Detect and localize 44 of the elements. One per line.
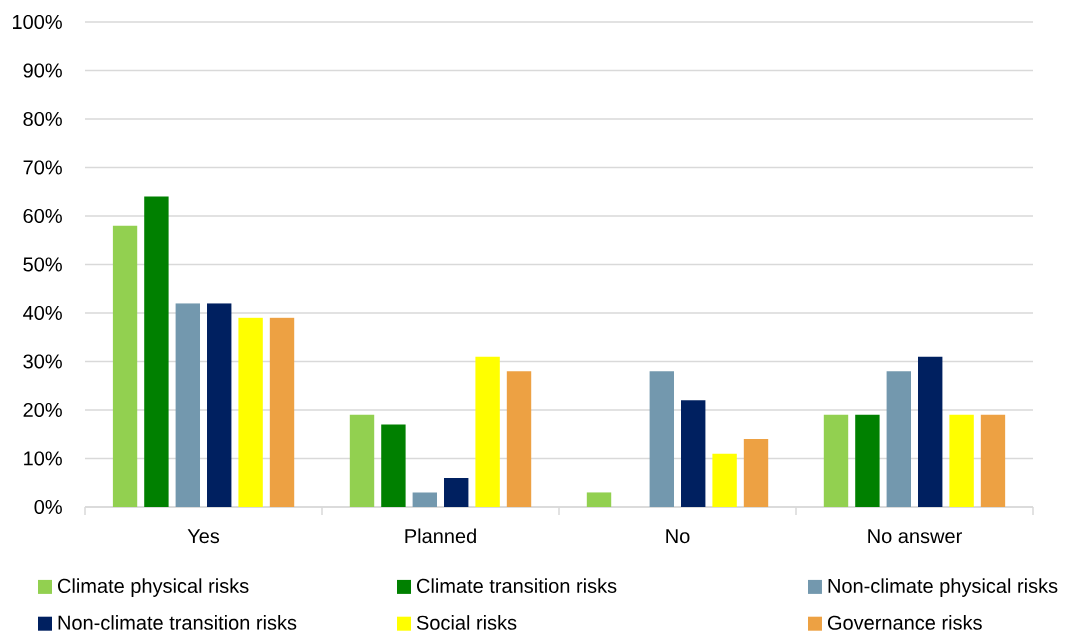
x-tick-label: No [666,529,690,544]
legend-label: Governance risks [827,615,982,630]
y-tick-label: 0% [34,499,62,515]
bar [207,303,232,507]
y-tick-label: 40% [23,305,62,321]
y-tick-label: 10% [24,451,62,466]
bar [823,414,849,507]
bar [918,356,943,507]
y-tick-label: 90% [23,63,62,78]
legend-label: Climate transition risks [416,578,617,593]
bar [743,439,769,507]
bar [712,453,737,507]
y-tick-label: 30% [23,354,62,369]
y-tick-label: 100% [13,14,62,30]
bar [649,371,674,507]
bar [238,317,263,507]
legend-label: Social risks [416,615,517,630]
bar [586,492,612,507]
x-tick-label: Yes [187,529,220,544]
bar [681,400,706,507]
bar [886,371,911,507]
y-tick-label: 20% [23,402,62,418]
bar [506,371,532,507]
x-tick-label: Planned [405,528,476,544]
y-tick-label: 80% [23,111,62,127]
bar [855,414,880,507]
y-tick-label: 70% [23,160,62,175]
x-tick-label: No answer [868,529,962,544]
bar [112,225,138,507]
bar [949,414,974,507]
bar [269,317,295,507]
bar [475,356,500,507]
bar [381,424,406,507]
bar [175,303,201,507]
bar [144,196,169,507]
bar [444,477,469,507]
y-tick-label: 50% [23,257,62,272]
y-tick-label: 60% [23,208,62,224]
legend-label: Non-climate physical risks [828,578,1058,597]
bar [349,414,375,507]
legend-label: Climate physical risks [57,578,249,597]
bar [980,414,1006,507]
bar [412,492,438,507]
legend-label: Non-climate transition risks [58,615,297,630]
